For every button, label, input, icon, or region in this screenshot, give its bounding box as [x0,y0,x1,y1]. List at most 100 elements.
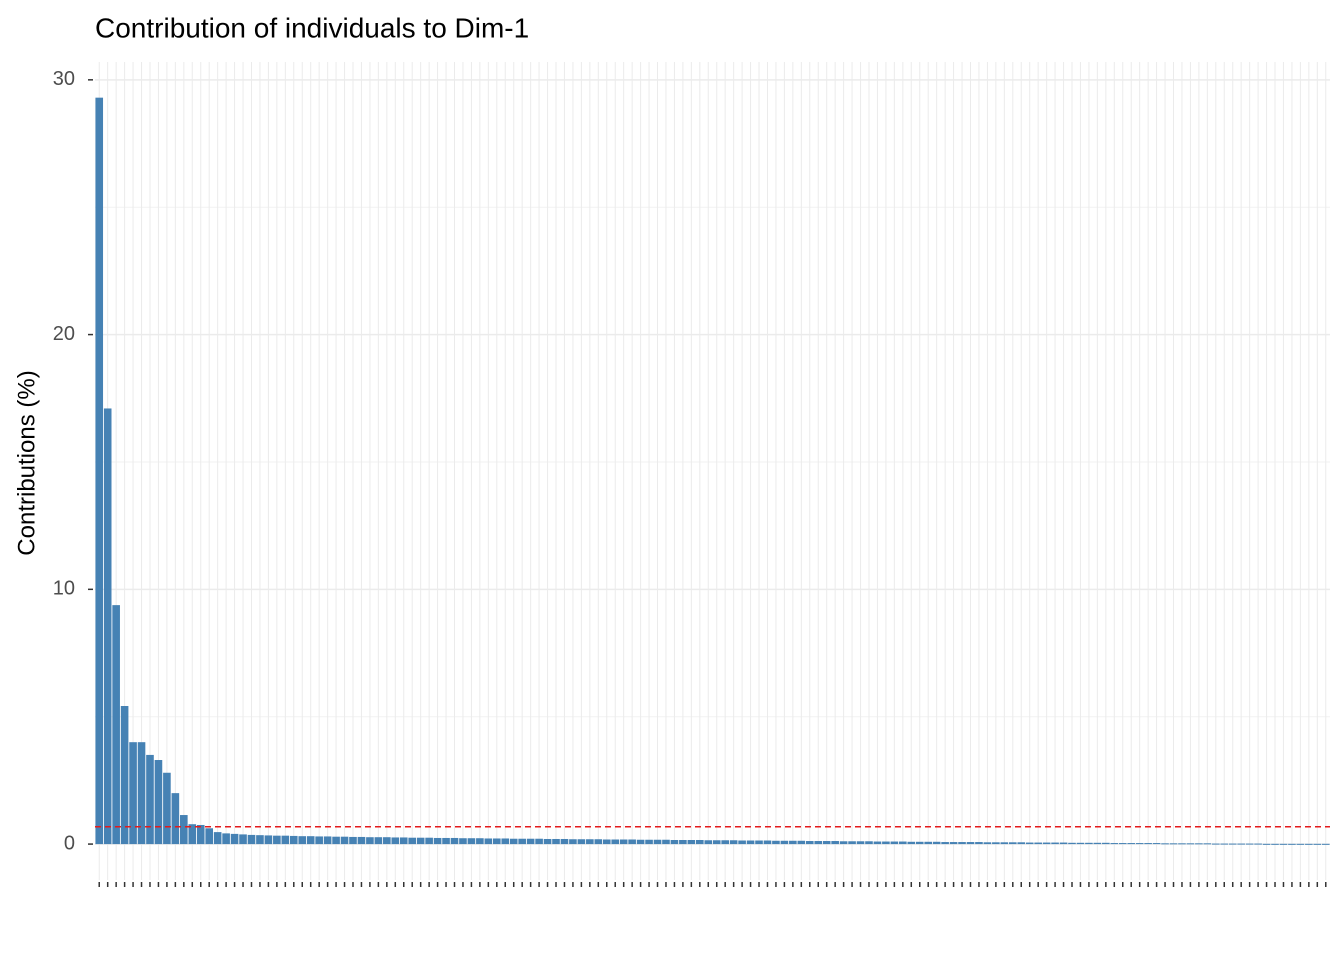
bar [704,840,713,845]
bar [120,706,129,845]
bar [949,842,958,845]
bar [349,836,357,845]
bar [205,828,214,845]
bar [1254,843,1262,845]
bar [1245,843,1254,845]
bar [112,605,120,845]
bar [729,840,738,845]
bar [1008,842,1017,845]
bar [653,839,662,845]
bar [890,841,899,845]
bar [137,742,146,845]
bar [1000,842,1009,845]
bar [755,840,763,845]
bar [915,841,924,845]
bar [780,840,789,845]
bar [670,840,679,845]
bar [1220,843,1229,845]
y-tick-label: 10 [53,578,75,600]
bar [95,97,104,845]
bar [289,835,298,845]
bar [932,841,941,845]
bar [1271,843,1279,845]
bar [442,837,450,845]
bar [357,836,366,845]
bar [805,841,814,845]
bar [1085,842,1093,845]
bar [180,815,188,845]
bar [298,836,307,845]
bar [1076,842,1085,845]
bar [332,836,340,845]
bar [239,834,247,845]
bar [476,838,484,845]
bar [831,841,839,845]
bar [543,838,552,845]
bar [146,754,154,845]
bar [1017,842,1026,845]
bar [789,840,797,845]
bar [738,840,746,845]
bar [501,838,510,845]
bar [594,839,603,845]
bar [865,841,873,845]
bar [712,840,721,845]
bar [941,842,949,845]
bar [679,840,687,845]
bar [560,838,569,845]
bar [518,838,526,845]
bar [772,840,780,845]
bar [763,840,772,845]
bar [992,842,1000,845]
bar [814,841,823,845]
bar [366,837,374,845]
bar [196,824,205,845]
bar [315,836,323,845]
bar [374,837,383,845]
bar [1178,843,1186,845]
bar [1305,843,1313,845]
bar [899,841,907,845]
bar [188,824,197,845]
bar [163,772,171,845]
bar [1228,843,1237,845]
bar [103,408,112,845]
bar [873,841,882,845]
bar [273,835,281,845]
y-tick-label: 30 [53,68,75,90]
bar [1102,842,1110,845]
bar [1296,843,1305,845]
bar [822,841,831,845]
bar [433,837,442,845]
bar [484,838,493,845]
bar [416,837,425,845]
y-axis-label: Contributions (%) [13,370,40,555]
bar [1321,843,1330,845]
bar [1279,843,1288,845]
bar [535,838,543,845]
bar [602,839,611,845]
bar [577,839,586,845]
bar [696,840,704,845]
bar [383,837,391,845]
bar [619,839,628,845]
bar [492,838,501,845]
bar [256,835,264,845]
bar [966,842,975,845]
bar [408,837,417,845]
bar [1068,842,1076,845]
bar [171,793,180,845]
bar [323,836,332,845]
bar [586,839,594,845]
bar [975,842,983,845]
bar [848,841,856,845]
bar [569,839,577,845]
bar [924,841,933,845]
bar [628,839,636,845]
bar [839,841,848,845]
bar [1313,843,1322,845]
y-tick-label: 20 [53,323,75,345]
bar [213,832,222,845]
bar [526,838,535,845]
bar [1144,843,1152,845]
